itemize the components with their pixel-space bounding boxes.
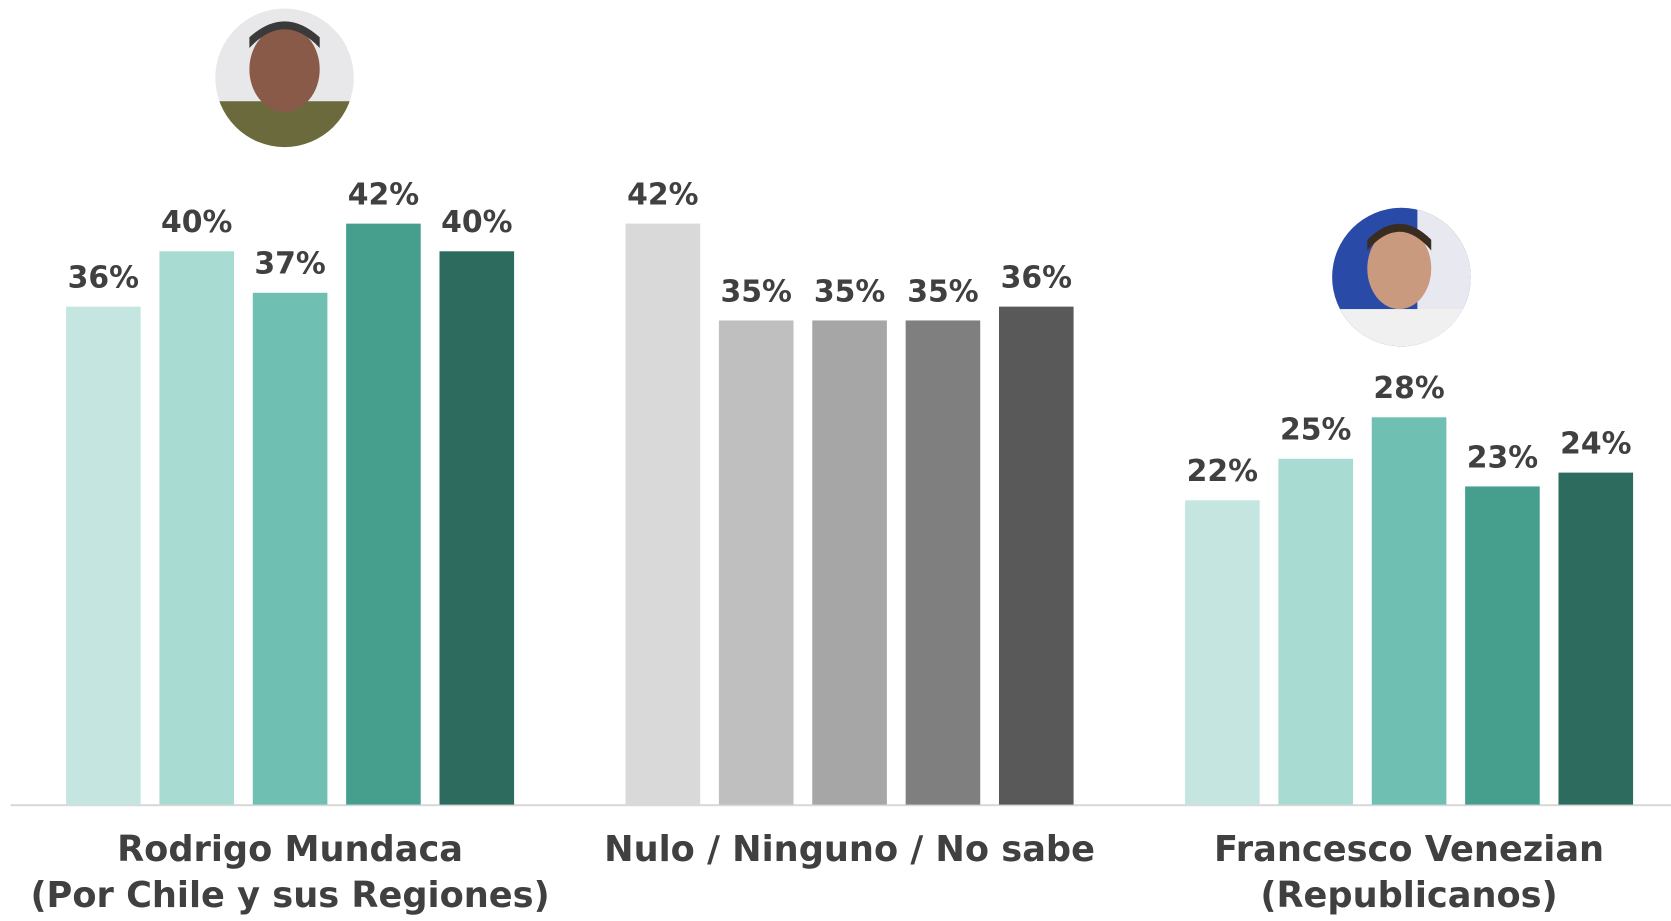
bar — [1465, 486, 1540, 805]
value-label: 28% — [1373, 371, 1444, 406]
value-label: 35% — [721, 274, 792, 309]
value-label: 42% — [627, 177, 698, 212]
bar — [1371, 417, 1447, 805]
value-label: 36% — [1001, 260, 1072, 295]
value-label: 40% — [441, 205, 512, 240]
bar — [1185, 500, 1260, 805]
value-label: 35% — [907, 274, 978, 309]
category-label: Francesco Venezian (Republicanos) — [1213, 828, 1605, 916]
bar — [1278, 458, 1354, 805]
bar — [812, 320, 887, 805]
value-label: 40% — [161, 205, 232, 240]
photo-mundaca — [215, 8, 354, 148]
value-label: 36% — [68, 260, 139, 295]
bar — [252, 292, 328, 805]
bar — [439, 251, 515, 805]
bar — [66, 306, 141, 805]
bar — [905, 320, 981, 805]
category-label-box: Rodrigo Mundaca (Por Chile y sus Regione… — [30, 828, 550, 916]
bar — [1558, 472, 1634, 805]
category-label: Rodrigo Mundaca (Por Chile y sus Regione… — [30, 828, 550, 916]
bar — [159, 251, 235, 805]
bar — [625, 223, 701, 805]
value-label: 23% — [1467, 440, 1538, 475]
bar — [998, 306, 1074, 805]
plot: 36% 40% 37% 42% 40% Rodrigo Mundaca (Por Chil… — [10, 8, 1671, 916]
value-label: 22% — [1187, 454, 1258, 489]
value-label: 37% — [254, 247, 325, 282]
category-label: Nulo / Ninguno / No sabe — [604, 828, 1095, 870]
value-label: 24% — [1560, 426, 1631, 461]
category-label-box: Nulo / Ninguno / No sabe — [604, 828, 1095, 870]
category-label-box: Francesco Venezian (Republicanos) — [1213, 828, 1605, 916]
value-label: 25% — [1280, 413, 1351, 448]
value-label: 42% — [348, 177, 419, 212]
photo-venezian — [1332, 207, 1471, 347]
value-label: 35% — [814, 274, 885, 309]
bar — [718, 320, 794, 805]
bar — [346, 223, 421, 805]
